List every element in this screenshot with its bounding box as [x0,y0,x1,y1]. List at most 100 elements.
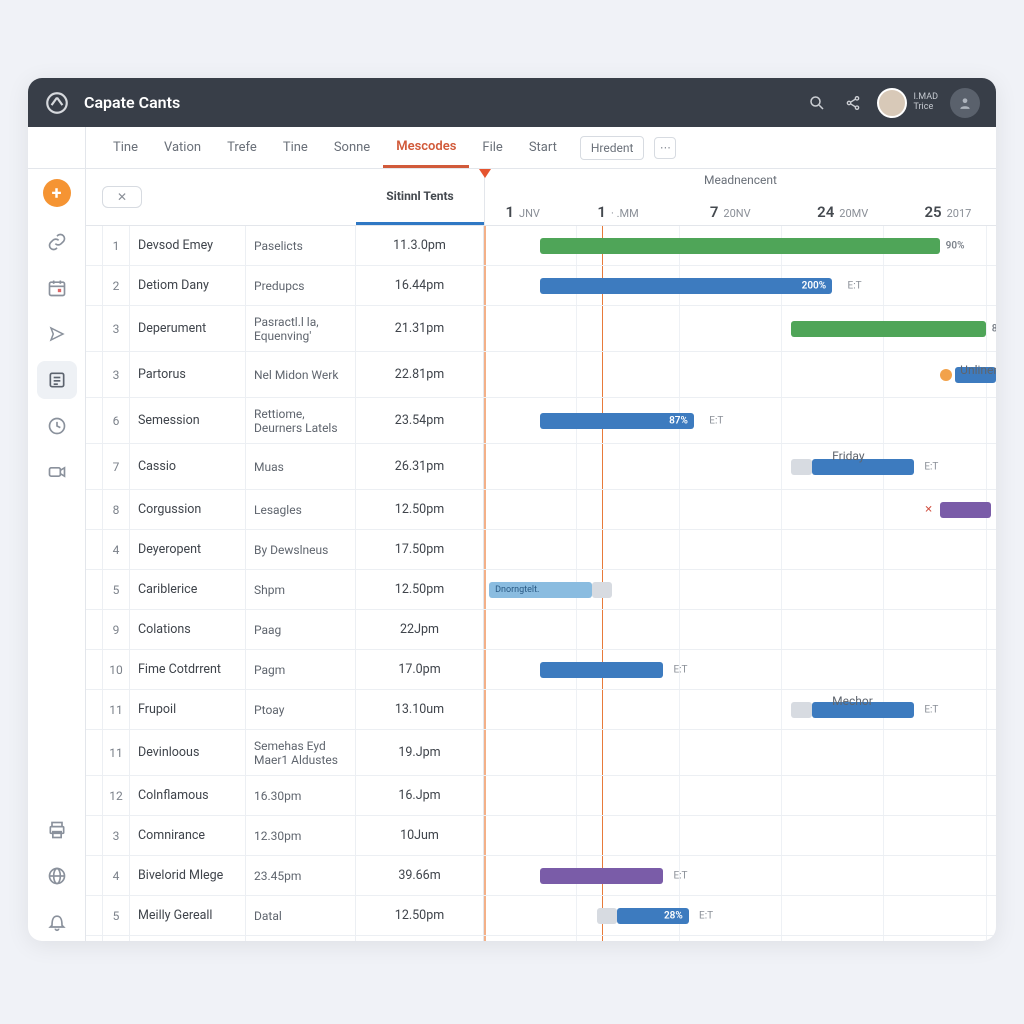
row-index: 4 [102,856,130,895]
timeline-header: ✕ Sitinnl Tents Meadnencent 1JNV1· .MM72… [86,169,996,226]
gantt-bar[interactable]: 80 [791,321,986,337]
rail-calendar-icon[interactable] [37,269,77,307]
table-row[interactable]: 5Meilly GereallDatal12.50pm28%E:T [86,896,996,936]
gantt-bar[interactable] [791,702,811,718]
table-row[interactable]: 11DevinloousSemehas Eyd Maer1 Aldustes19… [86,730,996,776]
table-row[interactable]: 1Devsod EmeyPaselicts11.3.0pm90% [86,226,996,266]
row-category: Paselicts [246,226,356,265]
gantt-bar[interactable]: 200% [540,278,832,294]
column-header-active[interactable]: Sitinnl Tents [356,169,484,225]
gantt-bar[interactable] [540,662,663,678]
gantt-label: E:T [709,415,723,426]
row-gantt: Dnorngtelt. [484,570,996,609]
share-icon[interactable] [839,89,867,117]
gantt-bar[interactable]: 28% [617,908,689,924]
tab-sonne[interactable]: Sonne [321,127,383,168]
gantt-bar[interactable]: 8% [940,502,991,518]
row-category: Ptoay [246,690,356,729]
row-name: Frupoil [130,690,246,729]
rail-send-icon[interactable] [37,315,77,353]
row-category: Nel Midon Werk [246,352,356,397]
gantt-bar[interactable] [791,459,811,475]
gantt-label: ✕ [924,504,932,515]
row-name: Cassio [130,444,246,489]
row-gantt: 80 [484,306,996,351]
add-button[interactable]: + [43,179,71,207]
tab-tine[interactable]: Tine [100,127,151,168]
row-index: 4 [102,530,130,569]
gantt-label: E:T [924,461,938,472]
rail-bell-icon[interactable] [37,903,77,941]
row-time: 13.10um [356,690,484,729]
rail-video-icon[interactable] [37,453,77,491]
row-category: Datal [246,896,356,935]
rail-print-icon[interactable] [37,811,77,849]
gantt-bar[interactable]: 90% [540,238,939,254]
tab-tine[interactable]: Tine [270,127,321,168]
rail-list-icon[interactable] [37,361,77,399]
row-category: Muara [246,936,356,941]
row-index: 8 [102,490,130,529]
user-avatar[interactable] [877,88,907,118]
tab-file[interactable]: File [469,127,515,168]
row-gantt: E:T [484,856,996,895]
row-category: Paag [246,610,356,649]
row-time: 22Jpm [356,610,484,649]
table-row[interactable]: 12Colnflamous16.30pm16.Jpm [86,776,996,816]
row-time: 12.50pm [356,896,484,935]
row-category: By Dewslneus [246,530,356,569]
table-row[interactable]: 3DeperumentPasractl.l la, Equenving'21.3… [86,306,996,352]
app-logo-icon [44,90,70,116]
timeline-tick: 720NV [710,203,751,221]
rail-gap [28,127,86,168]
gantt-bar[interactable] [940,369,952,381]
table-row[interactable]: 7CassioMuas26.31pmE:TFriday [86,444,996,490]
gantt-bar[interactable] [540,868,663,884]
close-panel-button[interactable]: ✕ [102,186,142,208]
row-index: 5 [102,570,130,609]
table-row[interactable]: 3PartorusNel Midon Werk22.81pmUnlinen [86,352,996,398]
rail-globe-icon[interactable] [37,857,77,895]
gantt-label: E:T [673,664,687,675]
row-name: Devsod Emey [130,226,246,265]
row-category: 12.30pm [246,816,356,855]
table-row[interactable]: 4Bivelorid Mlege23.45pm39.66mE:T [86,856,996,896]
rail-link-icon[interactable] [37,223,77,261]
gantt-bar[interactable]: 87% [540,413,694,429]
tab-mescodes[interactable]: Mescodes [383,127,469,168]
gantt-text: Friday [832,449,864,463]
row-gantt: 200% E:T [484,266,996,305]
row-category: 16.30pm [246,776,356,815]
row-time: 11.3.0pm [356,226,484,265]
gantt-text: Unlinen [960,363,996,377]
row-time: 16.44pm [356,266,484,305]
gantt-bar[interactable] [592,582,612,598]
rail-clock-icon[interactable] [37,407,77,445]
gantt-bar[interactable]: Dnorngtelt. [489,582,591,598]
table-row[interactable]: 5CariblericeShpm12.50pmDnorngtelt. [86,570,996,610]
table-row[interactable]: 2Detiom DanyPredupcs16.44pm200%E:T [86,266,996,306]
gantt-label: E:T [848,280,862,291]
titlebar: Capate Cants I.MAD Trice [28,78,996,127]
hredent-button[interactable]: Hredent [580,136,645,160]
search-icon[interactable] [803,89,831,117]
table-row[interactable]: 11FrupoilPtoay13.10umE:TMechor [86,690,996,730]
tab-start[interactable]: Start [516,127,570,168]
more-button[interactable]: ⋯ [654,137,676,159]
table-row[interactable]: 8CorgussionLesagles12.50pm8%✕ [86,490,996,530]
table-row[interactable]: 10Fime CotdrrentPagm17.0pmE:T [86,650,996,690]
table-row[interactable]: 4DeyeropentBy Dewslneus17.50pm [86,530,996,570]
table-row[interactable]: 9ColationsPaag22Jpm [86,610,996,650]
tab-trefe[interactable]: Trefe [214,127,270,168]
table-row[interactable]: 6Derful AprıaMuara530pmE:T [86,936,996,941]
secondary-avatar[interactable] [950,88,980,118]
row-gantt [484,816,996,855]
table-row[interactable]: 3Comnirance12.30pm10Jum [86,816,996,856]
row-category: Rettiome, Deurners Latels [246,398,356,443]
table-row[interactable]: 6SemessionRettiome, Deurners Latels23.54… [86,398,996,444]
timeline-tick: 1· .MM [597,203,638,221]
gantt-label: E:T [673,870,687,881]
tab-vation[interactable]: Vation [151,127,214,168]
gantt-text: Mechor [832,694,873,708]
gantt-bar[interactable] [597,908,617,924]
